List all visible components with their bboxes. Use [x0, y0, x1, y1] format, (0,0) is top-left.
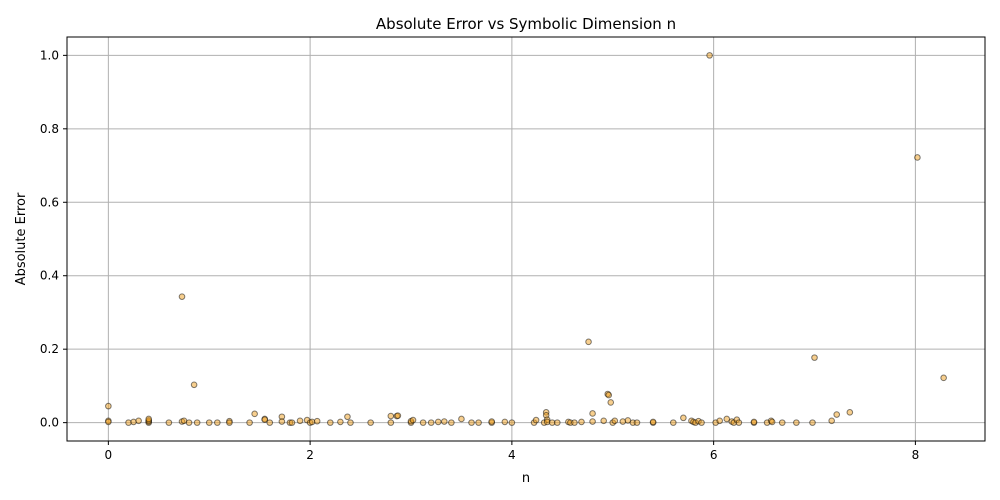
y-axis-label: Absolute Error [14, 192, 29, 285]
x-tick-label: 2 [306, 448, 314, 462]
scatter-point [488, 418, 496, 425]
y-tick-label: 0.8 [40, 122, 59, 136]
x-tick-label: 4 [508, 448, 516, 462]
scatter-point [205, 419, 213, 426]
scatter-point [344, 413, 351, 421]
scatter-point [940, 374, 947, 382]
scatter-point [105, 418, 112, 426]
y-tick-label: 0.0 [40, 416, 59, 430]
scatter-point [532, 416, 540, 424]
scatter-point [296, 417, 304, 425]
scatter-point [387, 412, 395, 420]
scatter-point [611, 417, 619, 425]
scatter-point [468, 419, 475, 426]
scatter-point [190, 381, 198, 389]
scatter-point [288, 419, 296, 426]
data-points [105, 52, 947, 426]
scatter-point [409, 416, 417, 424]
scatter-point [633, 419, 641, 426]
scatter-point [793, 419, 800, 426]
scatter-point [165, 419, 173, 426]
y-tick-label: 1.0 [40, 48, 59, 62]
scatter-point [649, 418, 657, 426]
scatter-point [185, 419, 193, 426]
scatter-point [501, 418, 509, 426]
plot-frame [66, 36, 986, 442]
scatter-point [811, 354, 818, 361]
scatter-point [347, 419, 354, 426]
scatter-point [278, 418, 286, 425]
scatter-point [669, 419, 677, 426]
scatter-point [589, 410, 596, 417]
scatter-point [178, 293, 186, 300]
scatter-point [578, 418, 585, 426]
scatter-point [440, 418, 448, 425]
scatter-point [778, 419, 786, 426]
scatter-point [326, 419, 334, 426]
scatter-point [768, 418, 776, 426]
scatter-point [680, 414, 687, 422]
y-tick-label: 0.4 [40, 269, 59, 283]
scatter-point [553, 419, 561, 426]
scatter-point [193, 419, 201, 426]
scatter-point [571, 419, 578, 426]
scatter-point [261, 416, 269, 423]
x-axis-label: n [522, 471, 530, 486]
scatter-point [427, 419, 435, 426]
scatter-point [145, 415, 153, 423]
scatter-point [214, 419, 221, 426]
y-tick-label: 0.6 [40, 195, 59, 209]
scatter-point [105, 402, 112, 410]
scatter-point [475, 419, 482, 426]
scatter-point [266, 419, 274, 426]
scatter-point [698, 419, 705, 426]
axis-ticks: 0 2 4 6 8 0.0 0.2 0.4 0.6 0.8 1.0 [40, 48, 919, 462]
scatter-point [607, 399, 615, 406]
x-tick-label: 6 [710, 448, 718, 462]
scatter-point [828, 417, 835, 425]
scatter-point [135, 417, 142, 425]
scatter-point [706, 52, 713, 59]
scatter-point [246, 419, 253, 426]
scatter-point [605, 391, 613, 399]
scatter-point [716, 417, 723, 425]
scatter-point [846, 409, 854, 416]
scatter-point [337, 418, 344, 426]
chart-title: Absolute Error vs Symbolic Dimension n [376, 15, 676, 33]
scatter-point [735, 419, 743, 426]
scatter-point [914, 154, 921, 161]
scatter-point [508, 419, 516, 426]
scatter-point [809, 419, 816, 426]
scatter-point [387, 419, 395, 426]
scatter-point [367, 419, 374, 426]
scatter-point [600, 417, 607, 425]
scatter-point [585, 338, 592, 346]
scatter-point [313, 417, 321, 425]
scatter-point [750, 418, 758, 426]
scatter-point [226, 419, 233, 426]
scatter-point [589, 418, 596, 425]
scatter-point [394, 412, 402, 419]
scatter-point [448, 419, 455, 426]
y-tick-label: 0.2 [40, 342, 59, 356]
scatter-point [833, 411, 841, 418]
scatter-point [434, 418, 442, 426]
x-tick-label: 0 [105, 448, 113, 462]
scatter-point [458, 415, 465, 423]
x-tick-label: 8 [912, 448, 920, 462]
scatter-point [419, 419, 427, 426]
grid-lines [67, 37, 985, 441]
scatter-point [723, 415, 731, 423]
scatter-point [251, 410, 258, 418]
